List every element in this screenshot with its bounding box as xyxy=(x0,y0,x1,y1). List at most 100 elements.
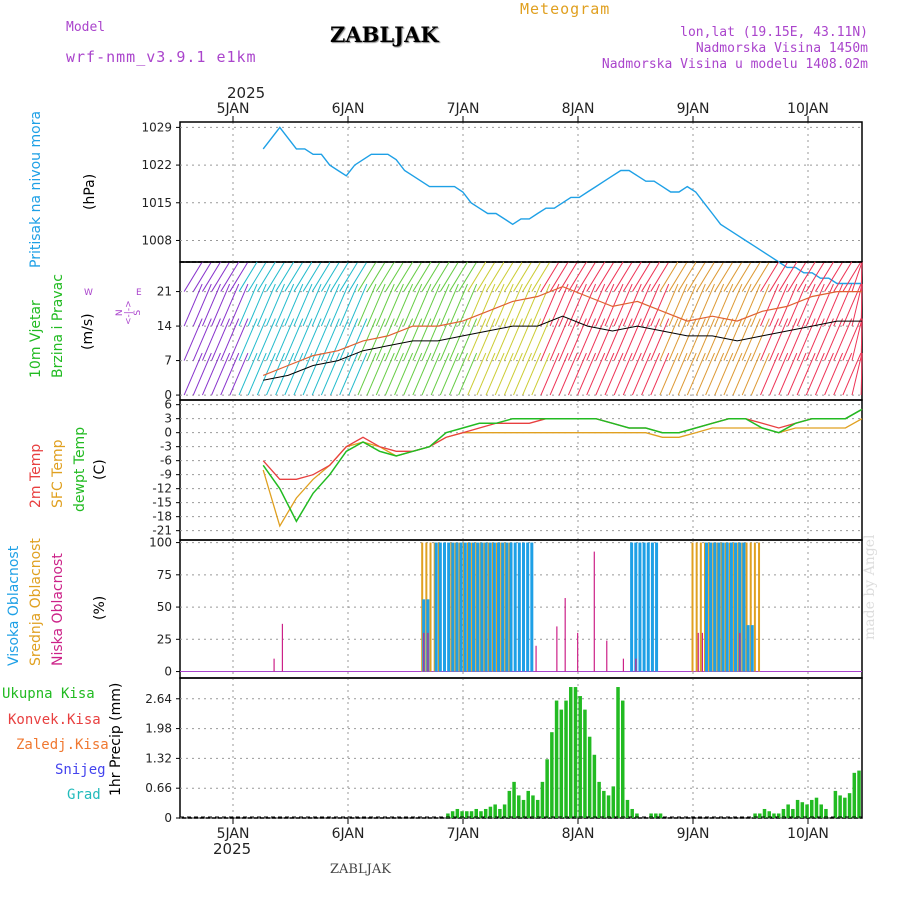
precip-bar xyxy=(847,793,852,818)
wind-barb xyxy=(522,283,542,327)
precip-bar xyxy=(479,811,483,818)
precip-total-label: Ukupna Kisa xyxy=(2,686,95,702)
y-tick-label: -6 xyxy=(160,454,172,468)
wind-barb xyxy=(522,352,542,396)
wind-barb xyxy=(183,261,203,292)
precip-bar xyxy=(569,687,573,818)
wind-barb xyxy=(202,261,221,292)
wind-barb xyxy=(485,283,505,327)
wind-barb xyxy=(769,318,789,361)
wind-barb xyxy=(311,318,331,361)
wind-barb xyxy=(723,261,743,292)
precip-conv-label: Konvek.Kisa xyxy=(8,712,101,728)
wind-barb xyxy=(302,352,322,396)
wind-barb xyxy=(412,283,432,327)
precip-bar xyxy=(474,808,478,818)
panel-frame xyxy=(179,677,863,819)
wind-barb xyxy=(293,318,313,361)
wind-barb xyxy=(320,261,340,292)
high-cloud-bar xyxy=(530,542,534,672)
wind-barb xyxy=(814,261,834,292)
wind-barb xyxy=(586,352,606,396)
wind-barb xyxy=(229,283,249,327)
wind-barb xyxy=(696,318,715,361)
wind-barb xyxy=(211,261,231,292)
wind-barb xyxy=(851,318,863,361)
wind-barb xyxy=(595,318,615,361)
wind-barb xyxy=(311,261,331,292)
wind-barb xyxy=(412,318,432,361)
pressure-line xyxy=(262,126,862,285)
wind-barb xyxy=(513,261,532,292)
wind-barb xyxy=(339,352,359,396)
precip-bar xyxy=(502,804,507,818)
wind-barb xyxy=(421,318,441,361)
precip-bar xyxy=(776,813,781,818)
wind-barb xyxy=(549,352,569,396)
precip-snow-label: Snijeg xyxy=(55,762,106,778)
wind-barb xyxy=(796,283,816,327)
dewpoint-line xyxy=(262,408,863,523)
wind-barb xyxy=(458,261,478,292)
precip-bar xyxy=(498,808,502,818)
wind-barb xyxy=(814,352,834,396)
y-tick-label: 100 xyxy=(149,536,172,550)
high-cloud-bar xyxy=(451,542,455,672)
wind-barb xyxy=(604,261,624,292)
wind-barb xyxy=(833,318,853,361)
wind-barb xyxy=(339,283,359,327)
wind-barb xyxy=(641,283,661,327)
wind-barb xyxy=(476,283,496,327)
wind-barb xyxy=(732,261,752,292)
high-cloud-bar xyxy=(713,542,717,672)
precip-bar xyxy=(620,700,625,818)
wind-barb xyxy=(824,261,844,292)
wind-barb xyxy=(595,352,615,396)
high-cloud-bar xyxy=(517,542,521,672)
wind-barb xyxy=(814,318,834,361)
wind-barb xyxy=(824,318,844,361)
precip-bar xyxy=(488,806,493,818)
wind-barb xyxy=(412,352,432,396)
wind-barb xyxy=(503,352,523,396)
wind-barb xyxy=(320,283,340,327)
wind-barb xyxy=(851,352,863,396)
wind-barb xyxy=(192,318,212,361)
high-cloud-bar xyxy=(742,542,746,672)
wind-barb xyxy=(696,283,715,327)
footer-title: ZABLJAK xyxy=(330,862,391,877)
high-cloud-bar xyxy=(505,542,509,672)
x-tick-label-top: 9JAN xyxy=(677,101,710,117)
wind-barb xyxy=(266,318,285,361)
wind-barb xyxy=(778,318,798,361)
precip-bar xyxy=(758,813,762,818)
wind-barb xyxy=(604,352,624,396)
wind-barb xyxy=(348,261,368,292)
wind-barb xyxy=(714,261,734,292)
wind-barb xyxy=(247,352,267,396)
high-cloud-bar xyxy=(721,542,725,672)
precip-bar xyxy=(616,687,620,818)
wind-barb xyxy=(384,352,404,396)
wind-barb xyxy=(787,318,807,361)
y-tick-label: 1029 xyxy=(141,120,172,134)
wind-barb xyxy=(833,352,853,396)
wind-barb xyxy=(439,318,459,361)
mid-cloud-bar xyxy=(753,542,756,672)
x-tick-label-bottom: 6JAN xyxy=(332,826,365,842)
wind-barb xyxy=(668,318,688,361)
wind-barb xyxy=(558,352,578,396)
wind-barb xyxy=(485,261,505,292)
wind-barb xyxy=(668,261,688,292)
high-cloud-bar xyxy=(476,542,480,672)
wind-barb xyxy=(778,283,798,327)
wind-barb xyxy=(558,318,578,361)
model-value: wrf-nmm_v3.9.1 e1km xyxy=(66,48,257,66)
wind-barb xyxy=(192,261,212,292)
wind-barb xyxy=(458,352,478,396)
wind-barb xyxy=(842,352,862,396)
y-tick-label: -18 xyxy=(152,510,172,524)
precip-bar xyxy=(838,795,842,818)
wind-barb xyxy=(229,261,249,292)
wind-barb xyxy=(366,352,386,396)
